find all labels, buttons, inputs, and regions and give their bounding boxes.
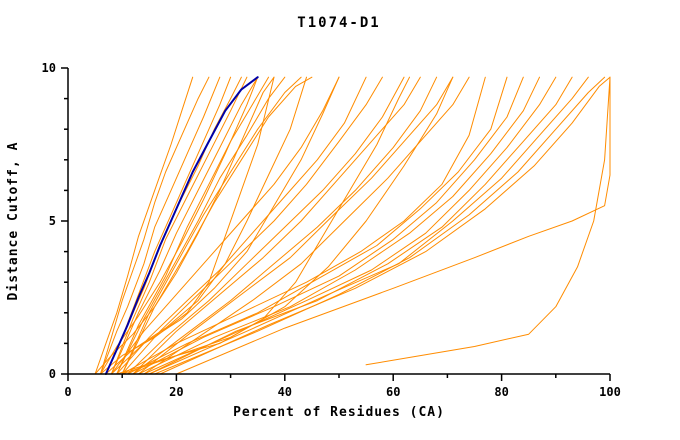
model-curve — [175, 76, 611, 375]
model-curve — [154, 76, 606, 375]
model-curve — [94, 76, 194, 375]
model-curve — [100, 76, 259, 375]
model-curve — [127, 76, 508, 375]
model-curve — [100, 76, 221, 375]
model-curve — [159, 76, 611, 375]
model-curve — [127, 76, 405, 375]
model-curve — [121, 76, 313, 375]
model-curve — [110, 76, 259, 375]
y-tick-label: 5 — [49, 214, 56, 228]
model-curve — [110, 76, 248, 375]
x-tick-label: 80 — [494, 385, 508, 399]
x-tick-label: 40 — [278, 385, 292, 399]
highlighted-model-curve — [104, 76, 259, 375]
model-curve — [116, 76, 269, 375]
model-curve — [365, 76, 611, 366]
model-curve — [132, 76, 438, 375]
model-curve — [100, 76, 210, 375]
y-tick-label: 0 — [49, 367, 56, 381]
model-curve — [132, 76, 524, 375]
model-curve — [121, 76, 302, 375]
model-curve — [116, 76, 286, 375]
x-axis-label: Percent of Residues (CA) — [233, 405, 445, 420]
axes — [61, 67, 611, 381]
tick-labels: 0 20 40 60 80 100 0 5 10 — [42, 61, 621, 399]
model-curve — [138, 76, 454, 375]
model-curve — [121, 76, 383, 375]
model-curve — [110, 76, 340, 375]
x-tick-label: 0 — [64, 385, 71, 399]
model-curve — [116, 76, 367, 375]
model-curve — [116, 76, 410, 375]
model-curve — [121, 76, 454, 375]
x-tick-label: 60 — [386, 385, 400, 399]
x-tick-label: 20 — [169, 385, 183, 399]
model-curve — [121, 76, 486, 375]
x-tick-label: 100 — [599, 385, 621, 399]
model-curve — [148, 76, 573, 375]
chart-title: T1074-D1 — [297, 15, 380, 31]
y-axis-label: Distance Cutoff, A — [6, 142, 21, 301]
model-curve — [94, 76, 275, 375]
model-curves — [94, 76, 611, 375]
model-curve — [132, 76, 421, 375]
model-curve — [148, 76, 589, 375]
y-tick-label: 10 — [42, 61, 56, 75]
model-curve — [138, 76, 540, 375]
